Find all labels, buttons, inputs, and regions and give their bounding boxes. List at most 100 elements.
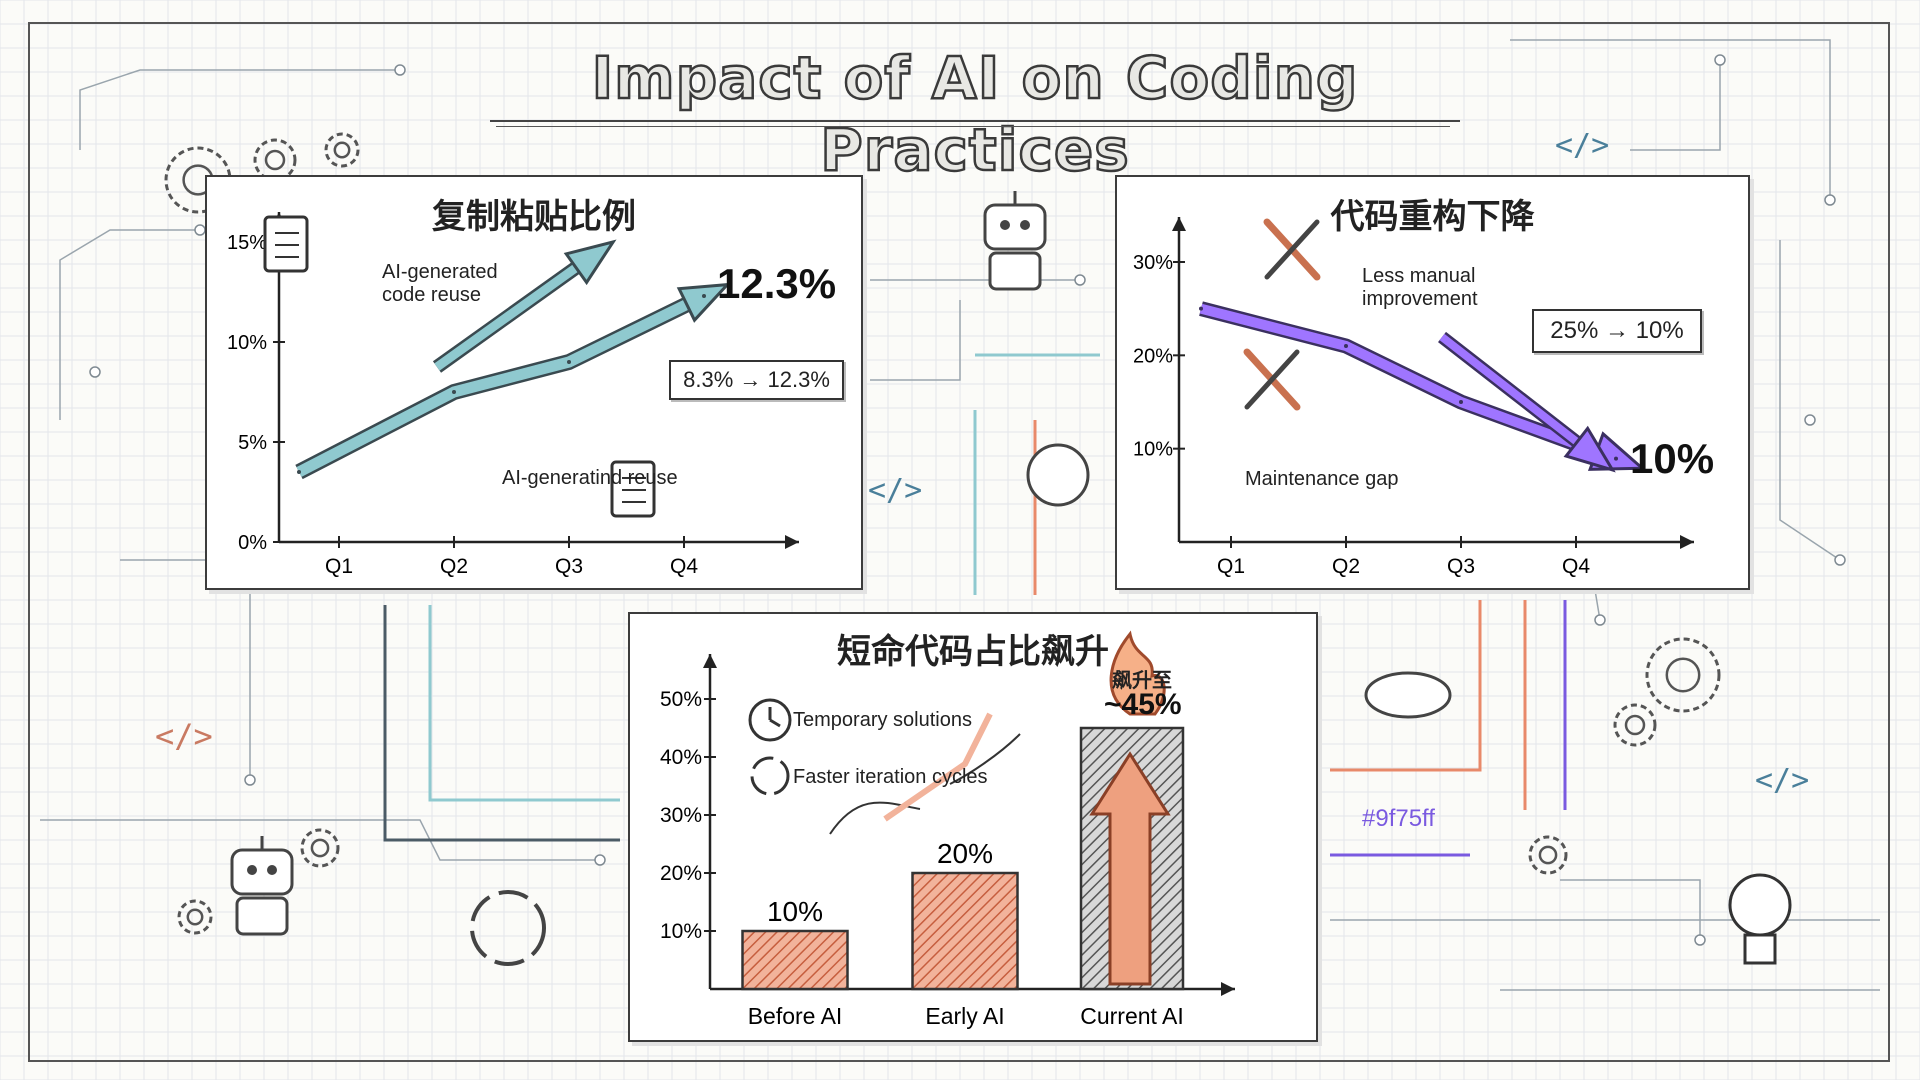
category-label: Before AI (748, 1003, 843, 1029)
code-tag-icon: </> (1755, 763, 1809, 798)
refactor-title: 代码重构下降 (1330, 197, 1535, 237)
refactor-change-box: 25% → 10% (1532, 309, 1702, 353)
page-title: Impact of AI on Coding Practices (590, 43, 1359, 186)
y-tick-label: 50% (660, 688, 702, 711)
refactor-line-chart: 10% 20% 30% Q1 Q2 Q3 Q4 (1133, 217, 1694, 578)
y-axis-arrowhead (1172, 217, 1186, 231)
x-tick-label: Q2 (1332, 555, 1360, 578)
growth-curve (949, 733, 1021, 785)
x-axis-arrowhead (1680, 535, 1694, 549)
short-lived-bar-chart: 10% 20% 30% 40% 50% Before AI 10% Early AI 20% Cu… (660, 630, 1235, 1029)
y-tick-label: 10% (660, 920, 702, 943)
gear-icon (1528, 835, 1568, 875)
connector-arrow (383, 605, 620, 842)
y-tick-label: 30% (660, 804, 702, 827)
surge-arrow (1089, 751, 1171, 986)
ai-reuse-note: AI-generatind reuse (502, 467, 678, 489)
series-arrowhead (676, 282, 732, 323)
brain-icon (1026, 443, 1090, 507)
x-tick-label: Q1 (325, 555, 353, 578)
less-manual-note: Less manual improvement (1362, 265, 1478, 310)
data-point (702, 294, 706, 298)
trend-arrow (434, 263, 580, 371)
y-tick-label: 15% (227, 232, 267, 254)
connector-arrow (428, 605, 620, 802)
category-label: Current AI (1080, 1003, 1184, 1029)
data-point (1459, 400, 1463, 404)
svg-text:</>: </> (1755, 763, 1809, 798)
legend-faster-iteration: Faster iteration cycles (793, 766, 988, 788)
y-tick-label: 20% (1133, 345, 1173, 367)
x-tick-label: Q1 (1217, 555, 1245, 578)
circuit-node (89, 366, 101, 378)
y-tick-label: 10% (1133, 439, 1173, 461)
robot-icon (247, 865, 257, 875)
growth-curve (829, 801, 921, 835)
robot-icon (267, 865, 277, 875)
circuit-trace (1560, 879, 1701, 940)
copy-paste-line-chart: 0% 5% 10% 15% Q1 Q2 Q3 Q4 (227, 212, 799, 578)
circuit-trace (59, 229, 200, 420)
circuit-node (394, 64, 406, 76)
wrench-icon (1264, 219, 1320, 280)
gear-icon (1624, 714, 1646, 736)
gear-icon (264, 149, 286, 171)
code-tag-icon: </> (1555, 128, 1609, 163)
bar-value-label: 10% (767, 896, 823, 927)
category-label: Early AI (925, 1003, 1004, 1029)
copy-paste-big-value: 12.3% (717, 260, 837, 307)
gear-icon (324, 132, 360, 168)
data-point (452, 390, 456, 394)
y-tick-label: 5% (238, 432, 267, 454)
growth-arrow (883, 712, 993, 822)
refactor-big-value: 10% (1630, 435, 1715, 482)
code-tag-icon: </> (155, 717, 213, 755)
cloud-sync-icon (1364, 671, 1452, 719)
hex-color-label: #9f75ff (1362, 805, 1435, 832)
lightbulb-icon (1743, 933, 1777, 965)
circuit-node (1834, 554, 1846, 566)
circuit-node (1824, 194, 1836, 206)
clock-icon (768, 707, 781, 728)
y-tick-label: 30% (1133, 252, 1173, 274)
robot-icon (988, 251, 1042, 291)
peak-note-line2: ~45% (1104, 688, 1182, 721)
gear-icon (1538, 845, 1558, 865)
maintenance-gap-note: Maintenance gap (1245, 468, 1399, 490)
code-tag-icon: </> (868, 473, 922, 508)
x-tick-label: Q2 (440, 555, 468, 578)
title-underline (490, 120, 1460, 122)
y-tick-label: 10% (227, 332, 267, 354)
gear-icon (333, 141, 351, 159)
robot-icon (235, 896, 289, 936)
x-axis-arrowhead (1221, 982, 1235, 996)
title-underline-2 (496, 126, 1450, 127)
circuit-node (1714, 54, 1726, 66)
circuit-trace (870, 300, 961, 381)
data-point (1199, 306, 1203, 311)
x-tick-label: Q3 (555, 555, 583, 578)
svg-text:</>: </> (868, 473, 922, 508)
copy-paste-panel: 复制粘贴比例 0% 5% 10% 15% Q1 Q2 Q3 Q4 AI-generated c… (205, 175, 863, 590)
outer-frame (28, 22, 1890, 1062)
wrench-icon (1244, 349, 1300, 410)
gear-icon (177, 899, 213, 935)
recycle-icon (470, 890, 546, 966)
bar-value-label: 20% (937, 838, 993, 869)
data-point (1344, 344, 1348, 348)
title-block: Impact of AI on Coding Practices (490, 42, 1460, 185)
robot-icon (1020, 220, 1030, 230)
data-point (567, 360, 571, 364)
circuit-node (1594, 614, 1606, 626)
series-line (1199, 303, 1618, 464)
short-lived-panel: 短命代码占比飙升 10% 20% 30% 40% 50% Before AI 10% Earl… (628, 612, 1318, 1042)
circuit-trace (1630, 60, 1721, 151)
circuit-node (594, 854, 606, 866)
x-tick-label: Q4 (1562, 555, 1590, 578)
refactor-panel: 代码重构下降 10% 20% 30% Q1 Q2 Q3 Q4 Less manual imp… (1115, 175, 1750, 590)
connector-arrow (1330, 600, 1482, 772)
trend-arrowhead (1563, 425, 1616, 473)
circuit-trace (1510, 39, 1831, 200)
data-point (1614, 456, 1618, 461)
copy-paste-change-box: 8.3% → 12.3% (669, 360, 844, 400)
